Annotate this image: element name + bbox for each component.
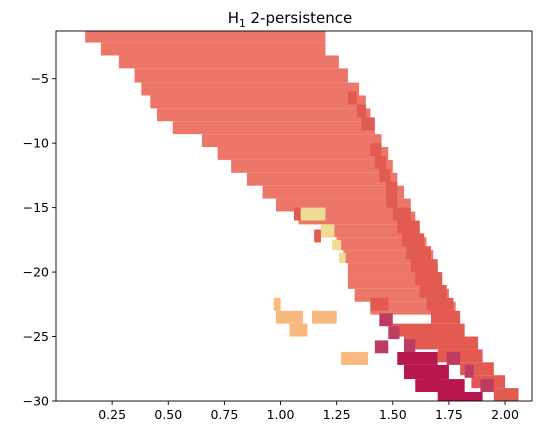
heatmap-cells <box>85 31 519 401</box>
y-tick-label: −30 <box>23 394 49 409</box>
heatmap-cell-dark <box>374 340 389 354</box>
y-tick-label: −25 <box>23 329 49 344</box>
heatmap-cell-medium <box>361 117 375 131</box>
heatmap-cell-medium <box>392 207 411 221</box>
heatmap-cell-orange <box>276 310 303 324</box>
heatmap-cell-main <box>298 211 416 225</box>
heatmap-cell-yellow <box>300 207 326 221</box>
x-tick-label: 1.25 <box>323 407 351 422</box>
heatmap-cell-darkest <box>397 352 438 365</box>
heatmap-cell-dark <box>446 352 461 365</box>
heatmap-cell-medium <box>374 156 387 169</box>
heatmap-cell-main <box>217 147 389 160</box>
heatmap-cell-main <box>246 172 398 186</box>
heatmap-cell-darkest <box>437 391 483 401</box>
heatmap-cell-medium <box>404 336 479 350</box>
heatmap-cell-main <box>100 42 326 56</box>
heatmap-cell-main <box>150 95 366 109</box>
x-tick-label: 0.25 <box>98 407 126 422</box>
y-tick-label: −5 <box>31 71 49 86</box>
heatmap-cell-orange <box>341 352 369 365</box>
heatmap-cell-medium <box>419 284 447 298</box>
heatmap-cell-medium <box>370 143 382 157</box>
heatmap-cell-dark <box>464 364 474 378</box>
heatmap-cell-medium <box>347 91 357 105</box>
heatmap-cell-orange <box>311 310 337 324</box>
heatmap-cell-main <box>172 121 375 135</box>
heatmap-cell-medium <box>410 259 438 273</box>
y-axis-ticks: −5 −10 −15 −20 −25 −30 <box>23 71 56 409</box>
heatmap-cell-dark <box>404 339 416 353</box>
heatmap-cell-main <box>262 185 405 199</box>
heatmap-cell-medium <box>406 246 431 260</box>
heatmap-cell-main <box>201 134 382 148</box>
heatmap-cell-medium <box>401 233 425 247</box>
y-tick-label: −10 <box>23 136 49 151</box>
y-tick-label: −15 <box>23 200 49 215</box>
heatmap-cell-yellow <box>332 239 342 251</box>
heatmap-cell-medium <box>397 220 420 234</box>
heatmap-cell-medium <box>493 388 519 401</box>
y-tick-label: −20 <box>23 265 49 280</box>
heatmap-cell-main <box>157 108 371 122</box>
x-tick-label: 0.75 <box>210 407 238 422</box>
heatmap-cell-yellow <box>320 224 335 238</box>
heatmap-cell-medium <box>426 297 454 311</box>
x-tick-label: 1.50 <box>379 407 407 422</box>
heatmap-cell-medium <box>294 207 301 221</box>
heatmap-cell-dark <box>388 326 400 340</box>
x-tick-label: 1.00 <box>267 407 295 422</box>
heatmap-cell-medium <box>415 272 443 285</box>
heatmap-cell-dark <box>480 379 494 392</box>
heatmap-cell-main <box>231 159 393 173</box>
heatmap-cell-main <box>134 68 348 83</box>
heatmap-cell-dark <box>379 313 393 327</box>
heatmap-cell-main <box>85 31 326 43</box>
chart-title: H1 2-persistence <box>228 9 353 30</box>
x-tick-label: 0.50 <box>154 407 182 422</box>
heatmap-cell-main <box>141 82 360 96</box>
heatmap-cell-medium <box>437 349 483 363</box>
x-tick-label: 2.00 <box>491 407 519 422</box>
heatmap-cell-main <box>320 224 420 238</box>
heatmap-cell-darkest <box>415 379 465 392</box>
heatmap-cell-medium <box>386 181 398 195</box>
x-tick-label: 1.75 <box>435 407 463 422</box>
heatmap-cell-medium <box>392 323 465 337</box>
heatmap-cell-medium <box>356 104 366 118</box>
x-axis-ticks: 0.25 0.50 0.75 1.00 1.25 1.50 1.75 2.00 <box>98 401 519 422</box>
heatmap-cell-orange <box>273 297 281 311</box>
heatmap-cell-orange <box>289 323 308 337</box>
heatmap-cell-medium <box>379 168 391 182</box>
heatmap-cell-medium <box>314 229 321 243</box>
heatmap-cell-yellow <box>338 252 346 264</box>
heatmap-cell-medium <box>370 297 389 311</box>
heatmap-cell-medium <box>430 310 461 324</box>
heatmap-cell-darkest <box>404 364 449 380</box>
heatmap-cell-medium <box>386 194 398 208</box>
heatmap-cell-main <box>118 55 339 69</box>
axes-frame <box>55 30 533 402</box>
